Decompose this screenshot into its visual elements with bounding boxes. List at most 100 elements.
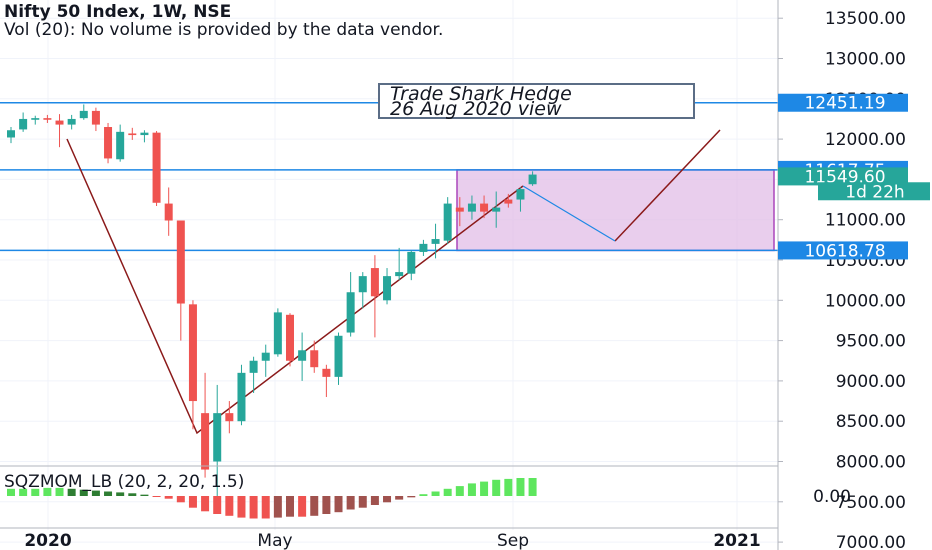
projection-path — [522, 185, 616, 242]
candle-body — [467, 203, 476, 212]
oscillator-bar — [419, 494, 428, 496]
candle-body — [370, 268, 379, 297]
price-label-tag — [818, 182, 930, 201]
oscillator-bar — [7, 488, 15, 496]
oscillator-bar — [176, 496, 185, 503]
price-label-tag — [778, 93, 908, 112]
price-label-text: 10618.78 — [804, 241, 885, 261]
candle-body — [334, 335, 343, 377]
oscillator-bar — [249, 496, 258, 519]
oscillator-bar — [480, 481, 489, 496]
x-axis-tick-label: Sep — [497, 531, 529, 550]
candles — [7, 104, 537, 501]
candle-body — [492, 207, 501, 212]
y-axis-tick-label: 13500.00 — [825, 9, 906, 29]
candle-body — [395, 272, 404, 277]
candle-body — [225, 413, 234, 422]
x-axis-tick-label: 2020 — [24, 531, 71, 550]
oscillator-bar — [237, 496, 246, 518]
candle-body — [128, 133, 137, 136]
oscillator-bar — [516, 478, 525, 496]
candle-body — [104, 127, 113, 159]
price-label-tag — [778, 167, 908, 186]
candle-body — [516, 189, 525, 200]
oscillator-bar — [383, 496, 392, 503]
oscillator-bar — [334, 496, 343, 513]
y-axis-tick-label: 7500.00 — [836, 493, 906, 513]
oscillator-bar — [298, 496, 307, 517]
y-axis-tick-label: 9000.00 — [836, 372, 906, 392]
oscillator-bar — [395, 496, 404, 500]
grid — [0, 0, 778, 543]
candle-body — [249, 360, 258, 373]
oscillator-bar — [67, 488, 76, 496]
candle-body — [7, 130, 15, 138]
oscillator-bar — [152, 496, 161, 497]
y-axis-tick-label: 9500.00 — [836, 332, 906, 352]
oscillator-tick-label: 0.00 — [813, 487, 851, 507]
oscillator-bar — [504, 478, 513, 496]
y-axis-tick-label: 12000.00 — [825, 130, 906, 150]
candle-body — [152, 132, 161, 203]
oscillator-bar — [358, 496, 367, 508]
y-axis-tick-label: 8000.00 — [836, 453, 906, 473]
trend-line — [66, 138, 524, 435]
candle-body — [528, 174, 537, 185]
candle-body — [322, 368, 331, 377]
candle-body — [19, 118, 28, 130]
annotation-line-2: 26 Aug 2020 view — [390, 98, 562, 120]
y-axis-tick-label: 10000.00 — [825, 291, 906, 311]
candle-body — [188, 304, 197, 402]
oscillator-bar — [431, 491, 440, 496]
candle-body — [407, 251, 416, 274]
candle-body — [116, 131, 125, 160]
oscillator-axis[interactable]: 0.00 — [813, 487, 851, 507]
candle-body — [443, 203, 452, 241]
oscillator-bar — [79, 489, 88, 496]
oscillator-bar — [116, 492, 125, 496]
oscillator-legend: SQZMOM_LB (20, 2, 20, 1.5) — [4, 472, 245, 492]
candle-body — [164, 203, 173, 221]
price-axis[interactable]: 7000.00 7500.00 8000.00 8500.00 9000.00 9500.… — [778, 0, 906, 550]
oscillator-bar — [492, 479, 501, 496]
oscillator-bar — [201, 496, 210, 512]
candle-body — [213, 413, 222, 462]
candle-body — [455, 207, 464, 212]
oscillator-bar — [273, 496, 282, 518]
candle-body — [298, 350, 307, 361]
annotation-line-1: Trade Shark Hedge — [390, 83, 572, 105]
candle-body — [358, 276, 367, 293]
oscillator-bar — [55, 487, 64, 496]
oscillator-bar — [188, 496, 197, 508]
oscillator-bar — [104, 491, 113, 496]
time-axis[interactable]: 2020 May Sep 2021 — [24, 531, 760, 550]
price-label-text: 12451.19 — [804, 94, 885, 114]
candle-body — [176, 220, 185, 304]
oscillator-bar — [322, 496, 331, 514]
oscillator-bar — [370, 496, 379, 505]
candle-body — [79, 110, 88, 119]
candle-body — [237, 372, 246, 422]
oscillator-bar — [140, 494, 149, 496]
target-zone — [456, 169, 775, 252]
candle-body — [480, 203, 489, 212]
volume-legend: Vol (20): No volume is provided by the d… — [4, 20, 444, 40]
candle-body — [201, 413, 210, 470]
candle-body — [346, 292, 355, 333]
oscillator-bar — [225, 496, 234, 516]
candle-body — [273, 312, 282, 355]
oscillator-bar — [31, 488, 40, 496]
oscillator-bar — [19, 488, 28, 496]
chart-title: Nifty 50 Index, 1W, NSE — [4, 2, 232, 22]
candle-body — [310, 350, 319, 368]
oscillator-bar — [443, 488, 452, 496]
candle-body — [431, 239, 440, 244]
annotation-box[interactable]: Trade Shark Hedge 26 Aug 2020 view — [378, 83, 695, 119]
y-axis-tick-label: 7000.00 — [836, 533, 906, 550]
candle-body — [419, 243, 428, 252]
panel-separator — [0, 0, 779, 550]
y-axis-tick-label: 8500.00 — [836, 412, 906, 432]
candle-body — [67, 118, 76, 125]
candle-body — [261, 352, 270, 361]
